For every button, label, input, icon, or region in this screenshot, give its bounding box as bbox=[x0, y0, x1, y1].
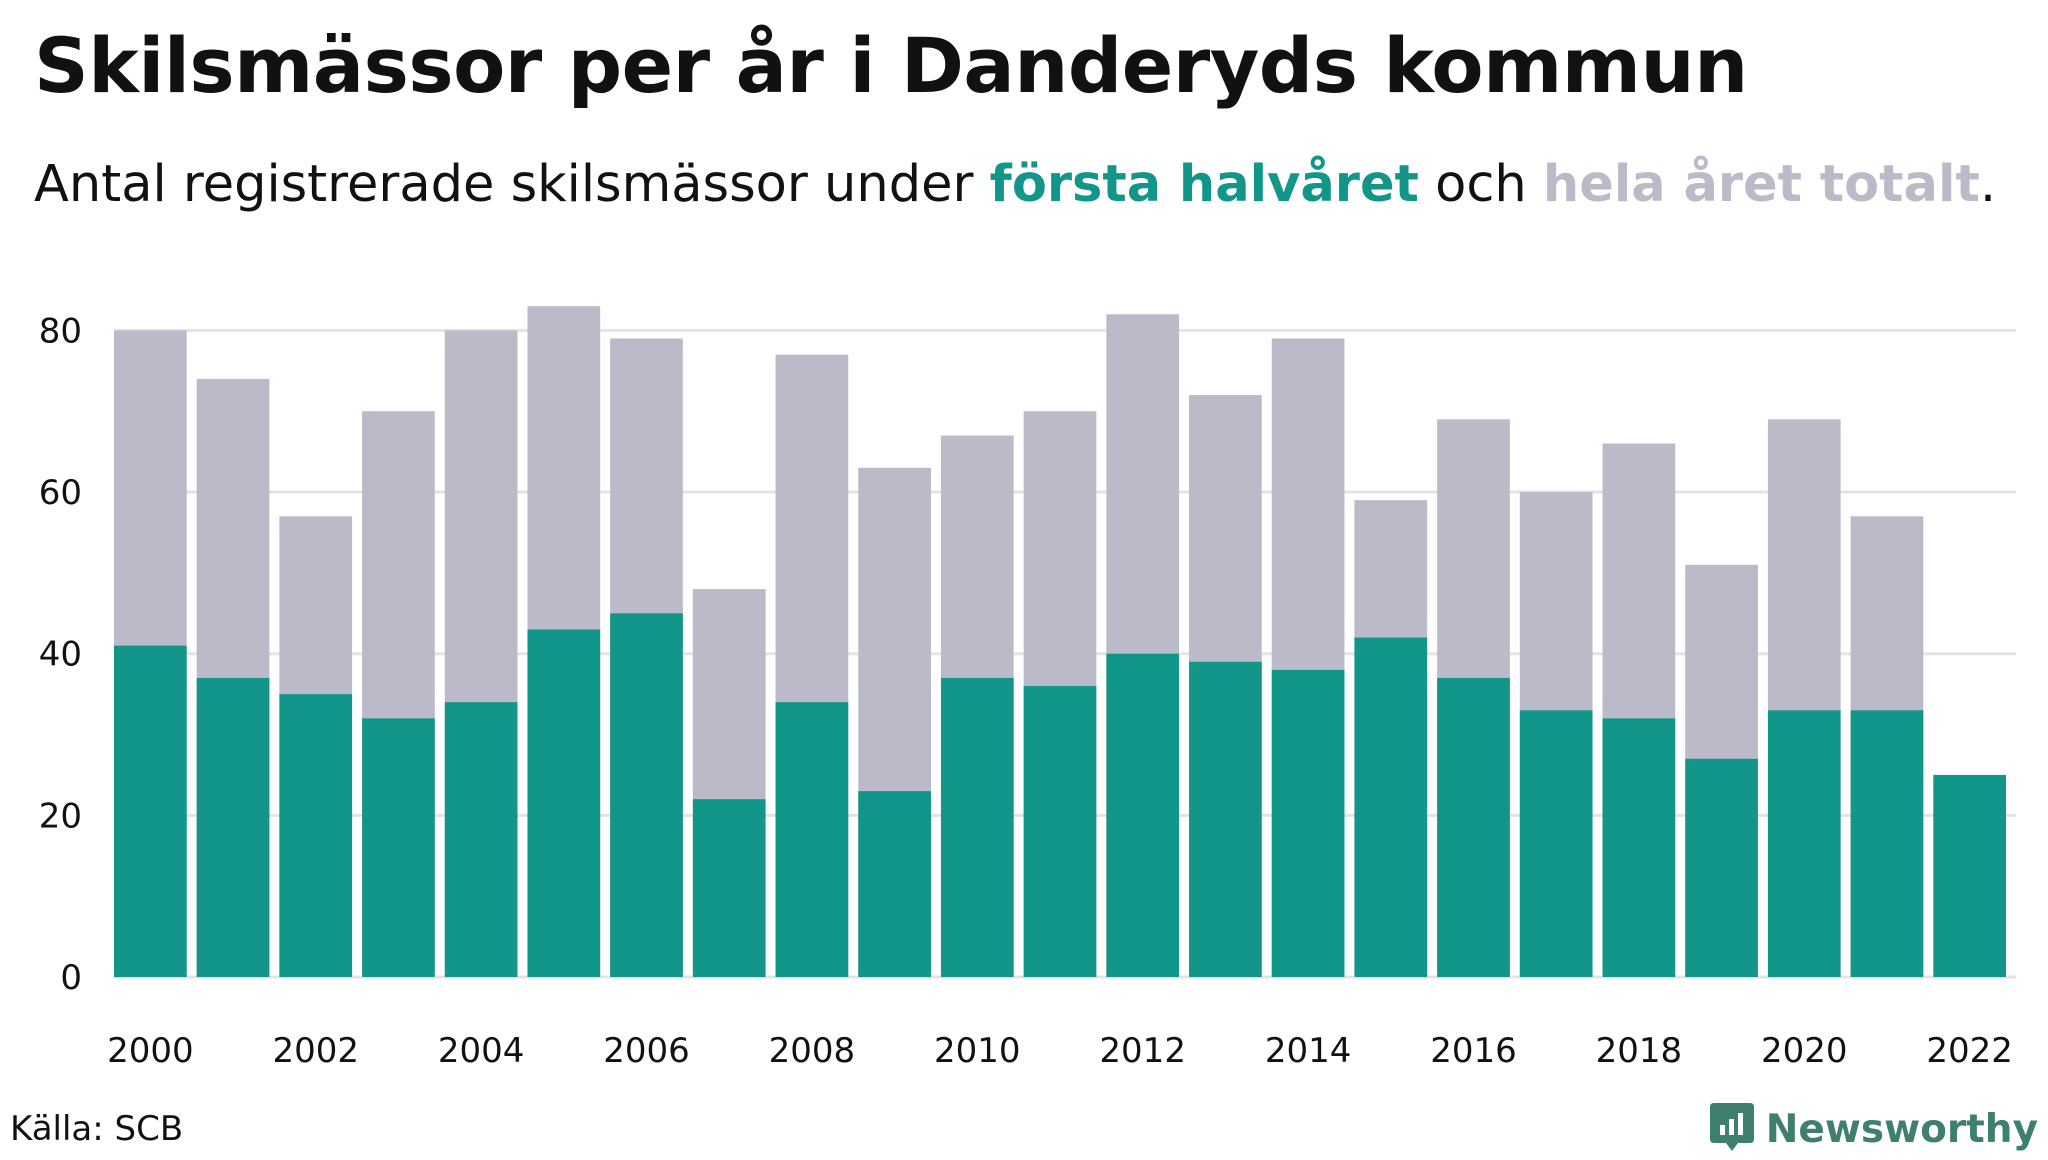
subtitle-first-half: första halvåret bbox=[989, 155, 1419, 214]
x-tick-label: 2022 bbox=[1926, 1031, 2013, 1071]
bar-first-half bbox=[1767, 710, 1841, 977]
x-tick-label: 2016 bbox=[1430, 1031, 1517, 1071]
bar-first-half bbox=[444, 702, 518, 977]
x-tick-label: 2018 bbox=[1596, 1031, 1683, 1071]
brand-name: Newsworthy bbox=[1765, 1106, 2038, 1152]
newsworthy-logo-icon bbox=[1708, 1099, 1756, 1159]
bar-first-half bbox=[940, 677, 1014, 977]
bar-first-half bbox=[1354, 637, 1428, 977]
x-tick-label: 2012 bbox=[1099, 1031, 1186, 1071]
bar-first-half bbox=[196, 677, 270, 977]
subtitle-prefix: Antal registrerade skilsmässor under bbox=[34, 155, 990, 214]
bar-first-half bbox=[1271, 669, 1345, 977]
x-tick-label: 2020 bbox=[1761, 1031, 1848, 1071]
bar-first-half bbox=[114, 645, 187, 977]
bar-first-half bbox=[1850, 710, 1924, 977]
bar-first-half bbox=[1437, 677, 1510, 977]
bar-first-half bbox=[1933, 774, 2006, 977]
bar-first-half bbox=[527, 629, 601, 977]
axis-labels: 0 20 40 60 80 2000 2002 2004 2006 2008 2010 2012 201… bbox=[39, 311, 2013, 1071]
bar-first-half bbox=[692, 799, 766, 977]
bar-first-half bbox=[1602, 718, 1676, 977]
bar-first-half bbox=[1023, 686, 1097, 977]
subtitle-middle: och bbox=[1418, 155, 1543, 214]
subtitle-full-year: hela året totalt bbox=[1542, 155, 1980, 214]
chart-subtitle: Antal registrerade skilsmässor under för… bbox=[34, 152, 1996, 218]
bar-chart: 0 20 40 60 80 2000 2002 2004 2006 2008 2010 2012 201… bbox=[39, 306, 2016, 1071]
y-tick-label: 40 bbox=[39, 635, 82, 675]
y-tick-label: 20 bbox=[39, 796, 82, 836]
brand-logo[interactable]: Newsworthy bbox=[1708, 1098, 2038, 1160]
bar-first-half bbox=[858, 791, 931, 977]
bar-first-half bbox=[1519, 710, 1593, 977]
bar-first-half bbox=[1106, 653, 1180, 977]
x-tick-label: 2002 bbox=[272, 1031, 359, 1071]
bar-first-half bbox=[775, 702, 849, 977]
source-note: Källa: SCB bbox=[10, 1109, 184, 1149]
chart-title: Skilsmässor per år i Danderyds kommun bbox=[34, 21, 1748, 110]
bar-first-half bbox=[279, 694, 353, 977]
bar-first-half bbox=[362, 718, 435, 977]
bars bbox=[114, 306, 2006, 978]
bar-first-half bbox=[610, 613, 683, 977]
subtitle-suffix: . bbox=[1979, 155, 1997, 214]
y-tick-label: 60 bbox=[39, 473, 82, 513]
y-tick-label: 80 bbox=[39, 311, 82, 351]
bar-first-half bbox=[1189, 661, 1262, 977]
bar-first-half bbox=[1685, 758, 1758, 977]
x-tick-label: 2008 bbox=[769, 1031, 856, 1071]
y-tick-label: 0 bbox=[60, 958, 82, 998]
x-tick-label: 2000 bbox=[107, 1031, 194, 1071]
x-tick-label: 2010 bbox=[934, 1031, 1021, 1071]
x-tick-label: 2004 bbox=[438, 1031, 525, 1071]
x-tick-label: 2014 bbox=[1265, 1031, 1352, 1071]
x-tick-label: 2006 bbox=[603, 1031, 690, 1071]
